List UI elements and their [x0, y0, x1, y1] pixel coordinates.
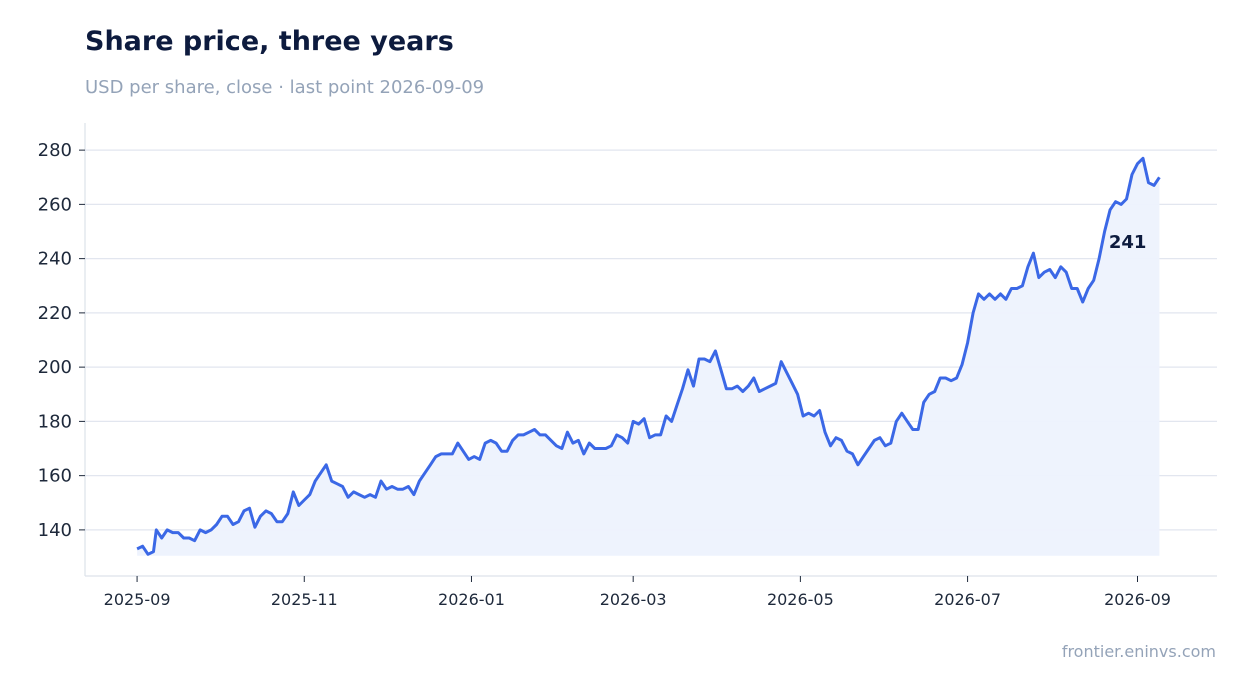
- y-tick-label: 140: [38, 520, 72, 541]
- x-tick-label: 2026-05: [767, 590, 834, 609]
- chart-subtitle: USD per share, close · last point 2026-0…: [85, 77, 485, 98]
- x-tick-label: 2026-01: [438, 590, 505, 609]
- price-line: [136, 156, 1161, 556]
- y-tick-label: 240: [38, 249, 72, 270]
- source-credit: frontier.eninvs.com: [1061, 642, 1216, 661]
- y-axis-ticks: 140 160 180 200 220 240 260 280: [38, 140, 85, 541]
- x-tick-label: 2026-03: [600, 590, 667, 609]
- x-tick-label: 2025-09: [104, 590, 171, 609]
- x-tick-label: 2026-07: [934, 590, 1001, 609]
- y-tick-label: 260: [38, 194, 72, 215]
- chart-title: Share price, three years: [85, 26, 454, 57]
- y-tick-label: 160: [38, 466, 72, 487]
- y-tick-label: 200: [38, 357, 72, 378]
- y-tick-label: 180: [38, 411, 72, 432]
- x-axis-ticks: 2025-09 2025-11 2026-01 2026-03 2026-05 2026-…: [104, 576, 1171, 609]
- last-value-label: 241: [1109, 232, 1147, 253]
- x-tick-label: 2025-11: [271, 590, 338, 609]
- x-tick-label: 2026-09: [1104, 590, 1171, 609]
- y-tick-label: 280: [38, 140, 72, 161]
- price-area-fill: [137, 158, 1160, 556]
- y-tick-label: 220: [38, 303, 72, 324]
